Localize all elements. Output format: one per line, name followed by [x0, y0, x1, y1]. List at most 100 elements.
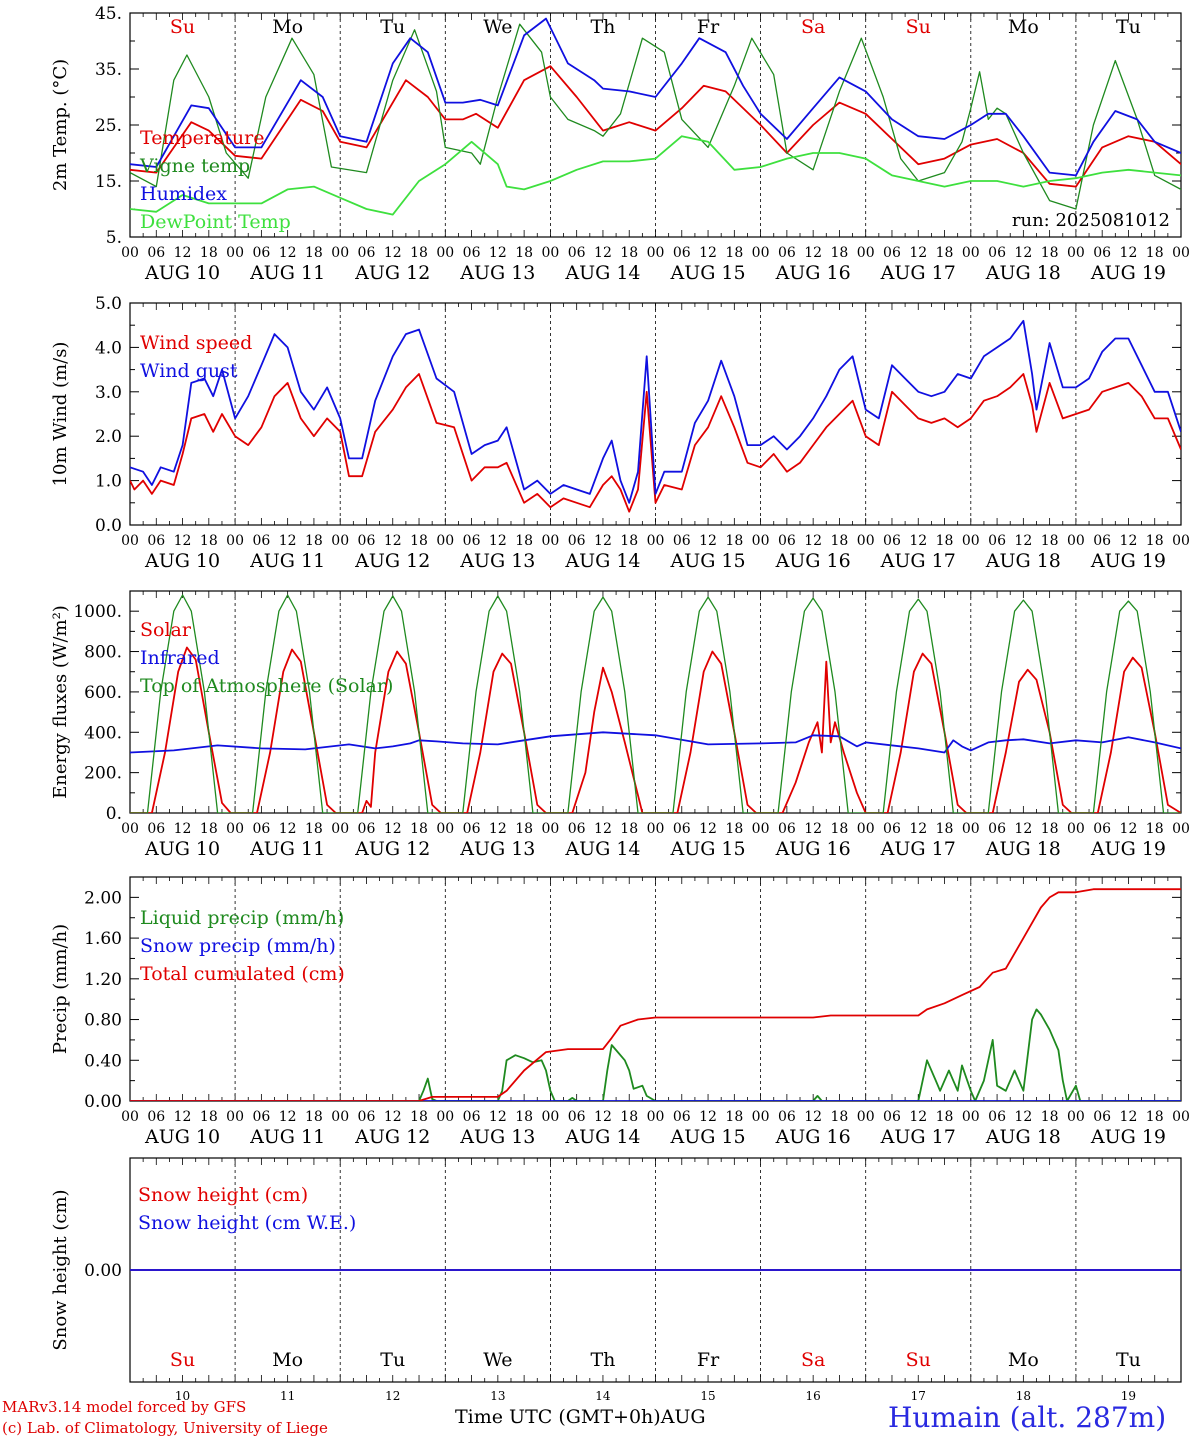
- hour-tick-label: 18: [1146, 1109, 1164, 1125]
- hour-tick-label: 06: [883, 1109, 901, 1125]
- hour-tick-label: 12: [594, 821, 612, 837]
- station-label: Humain (alt. 287m): [888, 1401, 1167, 1434]
- hour-tick-label: 12: [1120, 533, 1138, 549]
- hour-tick-label: 06: [1093, 245, 1111, 261]
- hour-tick-label: 00: [962, 1109, 980, 1125]
- date-label: AUG 18: [985, 262, 1061, 284]
- hour-tick-label: 06: [252, 245, 270, 261]
- hour-tick-label: 18: [1041, 1109, 1059, 1125]
- hour-tick-label: 00: [436, 245, 454, 261]
- hour-tick-label: 00: [436, 1109, 454, 1125]
- legend-entry: Top of Atmosphere (Solar): [140, 675, 393, 697]
- hour-tick-label: 12: [594, 245, 612, 261]
- hour-tick-label: 06: [778, 533, 796, 549]
- hour-tick-label: 06: [358, 821, 376, 837]
- day-number-label: 12: [385, 1389, 400, 1403]
- weekday-label: Su: [906, 16, 931, 38]
- hour-tick-label: 06: [463, 1109, 481, 1125]
- hour-tick-label: 18: [620, 1109, 638, 1125]
- date-label: AUG 13: [459, 262, 535, 284]
- hour-tick-label: 12: [384, 245, 402, 261]
- hour-tick-label: 00: [1172, 821, 1190, 837]
- date-label: AUG 17: [880, 550, 956, 572]
- hour-tick-label: 00: [331, 533, 349, 549]
- hour-tick-label: 00: [962, 533, 980, 549]
- hour-tick-label: 12: [804, 245, 822, 261]
- hour-tick-label: 18: [725, 1109, 743, 1125]
- date-label: AUG 15: [669, 550, 745, 572]
- date-label: AUG 18: [985, 1126, 1061, 1148]
- hour-tick-label: 00: [1172, 533, 1190, 549]
- hour-tick-label: 18: [200, 1109, 218, 1125]
- hour-tick-label: 12: [594, 533, 612, 549]
- hour-tick-label: 12: [489, 533, 507, 549]
- hour-tick-label: 12: [804, 1109, 822, 1125]
- day-number-label: 17: [911, 1389, 926, 1403]
- day-number-label: 14: [595, 1389, 611, 1403]
- x-axis-label: Time UTC (GMT+0h): [455, 1406, 661, 1428]
- hour-tick-label: 18: [1041, 821, 1059, 837]
- hour-tick-label: 18: [1041, 533, 1059, 549]
- hour-tick-label: 18: [1146, 245, 1164, 261]
- weekday-label: Su: [170, 16, 195, 38]
- hour-tick-label: 12: [384, 533, 402, 549]
- hour-tick-label: 18: [1146, 821, 1164, 837]
- hour-tick-label: 06: [252, 533, 270, 549]
- series-line-vigne-temp: [130, 23, 1181, 210]
- y-tick-label: 0.00: [84, 1261, 122, 1281]
- hour-tick-label: 12: [909, 1109, 927, 1125]
- date-label: AUG 16: [775, 838, 851, 860]
- hour-tick-label: 12: [1014, 1109, 1032, 1125]
- hour-tick-label: 00: [857, 821, 875, 837]
- hour-tick-label: 12: [804, 533, 822, 549]
- y-tick-label: 1.20: [84, 970, 122, 990]
- hour-tick-label: 06: [147, 533, 165, 549]
- date-label: AUG 12: [354, 838, 430, 860]
- hour-tick-label: 06: [463, 821, 481, 837]
- hour-tick-label: 06: [883, 245, 901, 261]
- y-axis-label: Energy fluxes (W/m²): [50, 605, 71, 799]
- y-tick-label: 2.0: [95, 427, 122, 447]
- hour-tick-label: 00: [541, 533, 559, 549]
- weekday-label: Th: [590, 1349, 615, 1371]
- date-label: AUG 11: [249, 1126, 325, 1148]
- x-axis-title: Time UTC (GMT+0h)AUG: [455, 1406, 706, 1428]
- hour-tick-label: 06: [988, 821, 1006, 837]
- date-label: AUG 17: [880, 262, 956, 284]
- date-label: AUG 11: [249, 550, 325, 572]
- hour-tick-label: 18: [936, 245, 954, 261]
- hour-tick-label: 06: [568, 821, 586, 837]
- day-number-label: 10: [175, 1389, 190, 1403]
- day-number-label: 13: [490, 1389, 505, 1403]
- hour-tick-label: 00: [752, 1109, 770, 1125]
- weekday-label: Su: [170, 1349, 195, 1371]
- hour-tick-label: 18: [305, 533, 323, 549]
- hour-tick-label: 00: [226, 1109, 244, 1125]
- legend-entry: Humidex: [140, 183, 227, 205]
- hour-tick-label: 06: [1093, 533, 1111, 549]
- hour-tick-label: 18: [410, 533, 428, 549]
- date-label: AUG 10: [144, 262, 220, 284]
- hour-tick-label: 06: [673, 245, 691, 261]
- y-tick-label: 2.00: [84, 888, 122, 908]
- day-number-label: 19: [1121, 1389, 1136, 1403]
- hour-tick-label: 12: [279, 821, 297, 837]
- date-label: AUG 12: [354, 262, 430, 284]
- hour-tick-label: 00: [857, 245, 875, 261]
- hour-tick-label: 12: [1014, 533, 1032, 549]
- y-tick-label: 200.: [84, 764, 122, 784]
- hour-tick-label: 12: [489, 1109, 507, 1125]
- weekday-label: Fr: [697, 16, 720, 38]
- date-label: AUG 14: [564, 838, 640, 860]
- hour-tick-label: 18: [936, 1109, 954, 1125]
- hour-tick-label: 00: [962, 245, 980, 261]
- hour-tick-label: 18: [515, 1109, 533, 1125]
- y-tick-label: 15.: [95, 172, 122, 192]
- hour-tick-label: 06: [1093, 1109, 1111, 1125]
- series-line-infrared: [130, 731, 1181, 754]
- date-label: AUG 18: [985, 838, 1061, 860]
- date-label: AUG 11: [249, 838, 325, 860]
- date-label: AUG 13: [459, 550, 535, 572]
- weekday-label: Tu: [380, 1349, 405, 1371]
- weekday-label: Tu: [1116, 1349, 1141, 1371]
